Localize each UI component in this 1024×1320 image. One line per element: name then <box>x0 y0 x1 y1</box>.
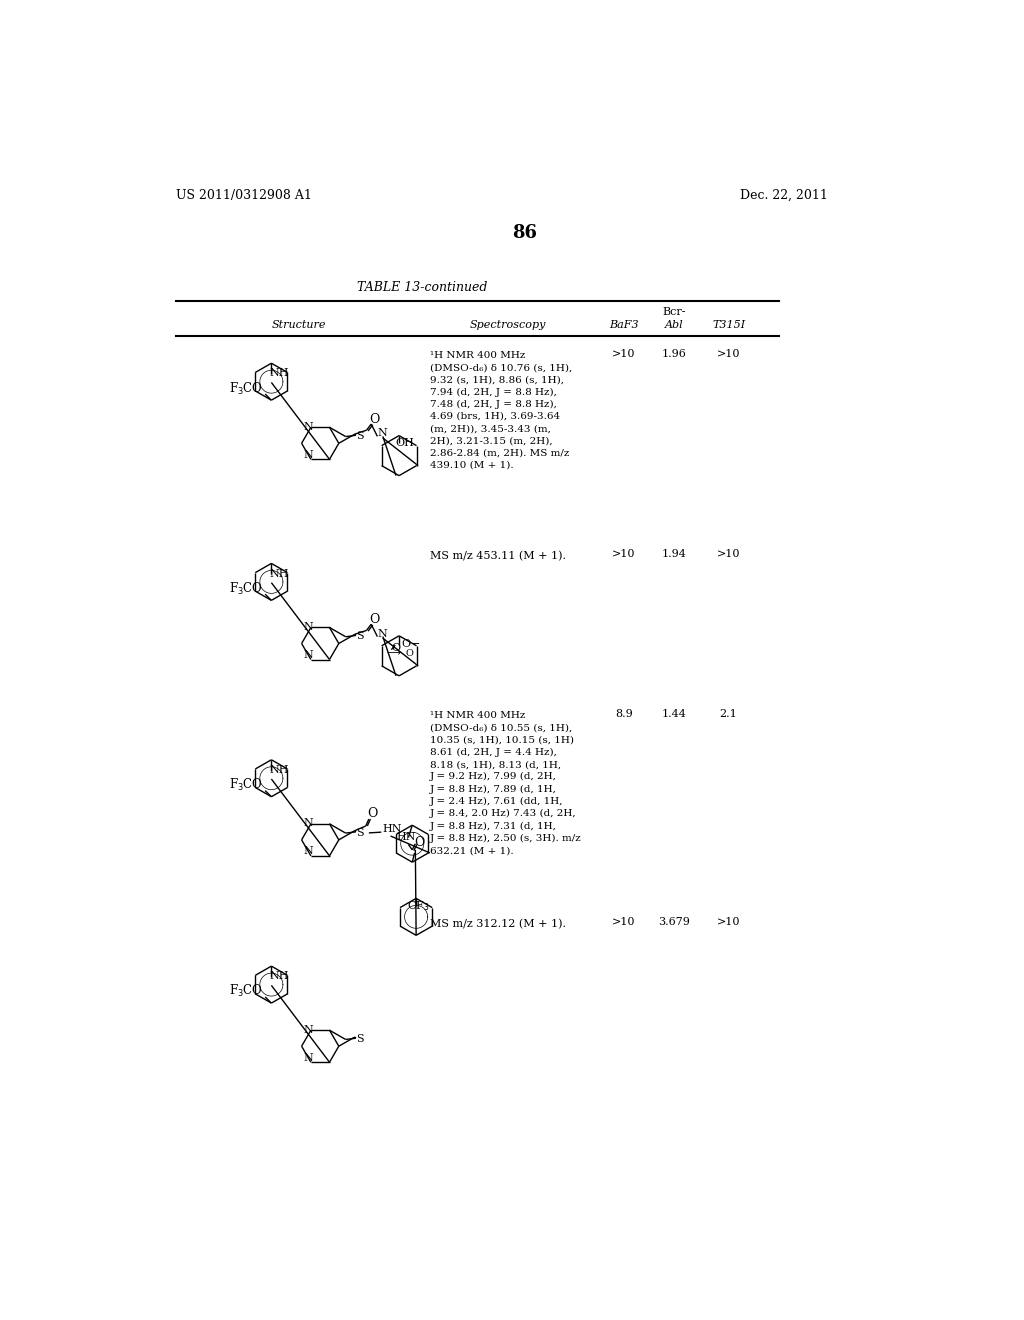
Text: CF$_3$: CF$_3$ <box>407 899 429 913</box>
Text: O: O <box>368 807 378 820</box>
Text: S: S <box>356 432 365 441</box>
Text: 1.94: 1.94 <box>662 549 687 560</box>
Text: Spectroscopy: Spectroscopy <box>470 319 546 330</box>
Text: >10: >10 <box>612 549 636 560</box>
Text: 1.96: 1.96 <box>662 348 687 359</box>
Text: >10: >10 <box>717 549 740 560</box>
Text: >10: >10 <box>717 348 740 359</box>
Text: 86: 86 <box>512 223 538 242</box>
Text: Bcr-: Bcr- <box>663 308 686 318</box>
Text: N: N <box>303 846 313 857</box>
Text: NH: NH <box>270 764 290 775</box>
Text: TABLE 13-continued: TABLE 13-continued <box>357 281 487 294</box>
Text: BaF3: BaF3 <box>609 319 639 330</box>
Text: NH: NH <box>270 569 290 578</box>
Text: N: N <box>378 628 387 639</box>
Text: F$_3$CO: F$_3$CO <box>228 380 262 396</box>
Text: ¹H NMR 400 MHz
(DMSO-d₆) δ 10.55 (s, 1H),
10.35 (s, 1H), 10.15 (s, 1H)
8.61 (d, : ¹H NMR 400 MHz (DMSO-d₆) δ 10.55 (s, 1H)… <box>430 711 582 855</box>
Text: N: N <box>303 818 313 828</box>
Text: S: S <box>356 631 365 642</box>
Text: F$_3$CO: F$_3$CO <box>228 777 262 793</box>
Text: N: N <box>303 649 313 660</box>
Text: >10: >10 <box>612 348 636 359</box>
Text: S: S <box>356 828 365 838</box>
Text: O: O <box>391 643 400 653</box>
Text: Dec. 22, 2011: Dec. 22, 2011 <box>740 189 828 202</box>
Text: NH: NH <box>270 368 290 379</box>
Text: NH: NH <box>270 972 290 981</box>
Text: N: N <box>303 450 313 459</box>
Text: N: N <box>303 421 313 432</box>
Text: OH: OH <box>395 438 414 449</box>
Text: >10: >10 <box>717 916 740 927</box>
Text: 2.1: 2.1 <box>720 709 737 719</box>
Text: HN: HN <box>396 832 416 842</box>
Text: N: N <box>378 429 387 438</box>
Text: O: O <box>414 836 424 849</box>
Text: ¹H NMR 400 MHz
(DMSO-d₆) δ 10.76 (s, 1H),
9.32 (s, 1H), 8.86 (s, 1H),
7.94 (d, 2: ¹H NMR 400 MHz (DMSO-d₆) δ 10.76 (s, 1H)… <box>430 351 572 470</box>
Text: Abl: Abl <box>665 319 684 330</box>
Text: N: N <box>303 622 313 632</box>
Text: F$_3$CO: F$_3$CO <box>228 581 262 597</box>
Text: T315I: T315I <box>712 319 745 330</box>
Text: N: N <box>303 1024 313 1035</box>
Text: N: N <box>303 1052 313 1063</box>
Text: 3.679: 3.679 <box>658 916 690 927</box>
Text: O: O <box>369 612 379 626</box>
Text: 8.9: 8.9 <box>615 709 633 719</box>
Text: O: O <box>369 413 379 425</box>
Text: Structure: Structure <box>271 319 326 330</box>
Text: O$-$: O$-$ <box>401 636 421 648</box>
Text: $\longrightarrow$ O: $\longrightarrow$ O <box>385 647 416 657</box>
Text: S: S <box>356 1034 365 1044</box>
Text: MS m/z 453.11 (M + 1).: MS m/z 453.11 (M + 1). <box>430 552 566 561</box>
Text: 1.44: 1.44 <box>662 709 687 719</box>
Text: MS m/z 312.12 (M + 1).: MS m/z 312.12 (M + 1). <box>430 919 566 929</box>
Text: HN: HN <box>383 824 402 834</box>
Text: F$_3$CO: F$_3$CO <box>228 983 262 999</box>
Text: US 2011/0312908 A1: US 2011/0312908 A1 <box>176 189 312 202</box>
Text: >10: >10 <box>612 916 636 927</box>
